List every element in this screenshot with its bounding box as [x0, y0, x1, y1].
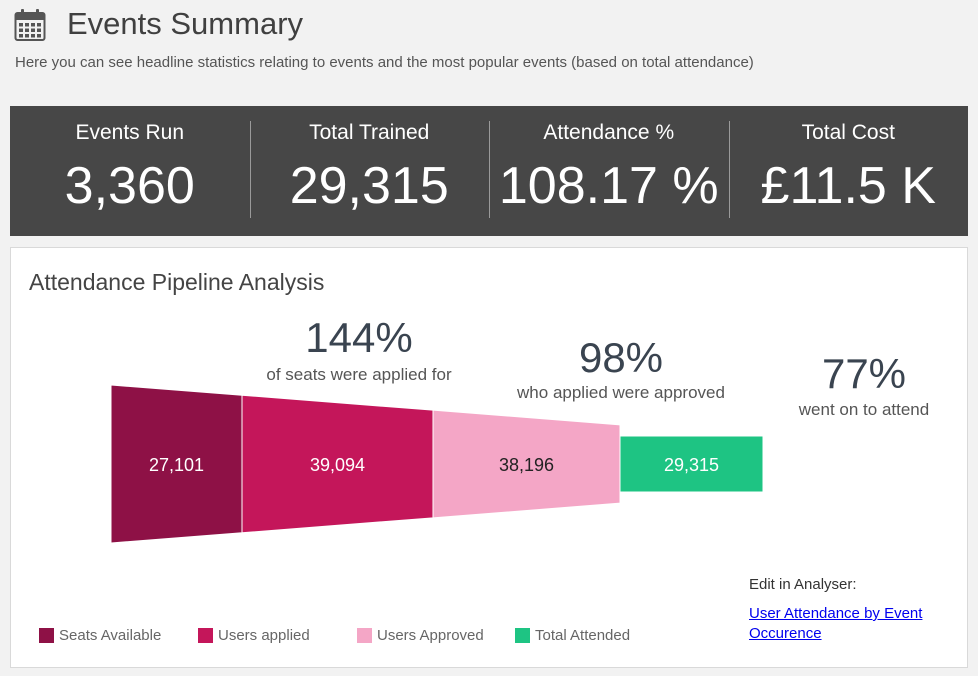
stat-label: Events Run: [75, 121, 185, 144]
page-header: Events Summary: [14, 6, 964, 46]
funnel-value-label: 29,315: [664, 455, 719, 475]
legend-label: Users Approved: [377, 627, 484, 644]
stat-value: 29,315: [289, 157, 449, 215]
legend-label: Seats Available: [59, 627, 162, 644]
legend-swatch: [515, 628, 530, 643]
stat-events-run: Events Run 3,360: [10, 106, 250, 236]
stat-value: 3,360: [64, 157, 195, 215]
annotation-percent: 77%: [822, 350, 906, 397]
stat-label: Total Trained: [309, 121, 430, 144]
analyser-report-link[interactable]: User Attendance by Event Occurence: [749, 605, 923, 642]
stat-label: Attendance %: [543, 121, 675, 144]
funnel-value-label: 27,101: [149, 455, 204, 475]
stat-total-cost: Total Cost £11.5 K: [728, 106, 969, 236]
stat-value: £11.5 K: [760, 157, 936, 215]
legend-swatch: [198, 628, 213, 643]
stat-value: 108.17 %: [498, 157, 719, 215]
stat-label: Total Cost: [801, 121, 895, 144]
legend-swatch: [39, 628, 54, 643]
page-subtitle: Here you can see headline statistics rel…: [15, 54, 754, 71]
edit-in-analyser: Edit in Analyser: User Attendance by Eve…: [749, 575, 959, 644]
legend-swatch: [357, 628, 372, 643]
funnel-value-label: 39,094: [310, 455, 365, 475]
stat-total-trained: Total Trained 29,315: [249, 106, 490, 236]
legend-label: Users applied: [218, 627, 310, 644]
panel-title: Attendance Pipeline Analysis: [29, 269, 325, 295]
calendar-icon: [14, 9, 46, 41]
annotation-text: went on to attend: [798, 400, 929, 419]
edit-label: Edit in Analyser:: [749, 576, 857, 593]
stat-attendance-percent: Attendance % 108.17 %: [489, 106, 729, 236]
annotation-percent: 98%: [579, 334, 663, 381]
funnel-chart: 27,101 39,094 38,196 29,315 144% of seats wer…: [110, 314, 929, 544]
annotation-percent: 144%: [305, 314, 412, 361]
page-title: Events Summary: [67, 6, 304, 41]
funnel-value-label: 38,196: [499, 455, 554, 475]
legend-label: Total Attended: [535, 627, 631, 644]
funnel-segment-total-attended: [619, 435, 764, 493]
funnel-segment-users-approved: [432, 409, 621, 519]
annotation-text: who applied were approved: [516, 383, 725, 402]
annotation-text: of seats were applied for: [266, 365, 452, 384]
attendance-pipeline-panel: Attendance Pipeline Analysis 27,101 39,09…: [10, 247, 968, 668]
stats-bar: Events Run 3,360 Total Trained 29,315 At…: [10, 106, 968, 236]
